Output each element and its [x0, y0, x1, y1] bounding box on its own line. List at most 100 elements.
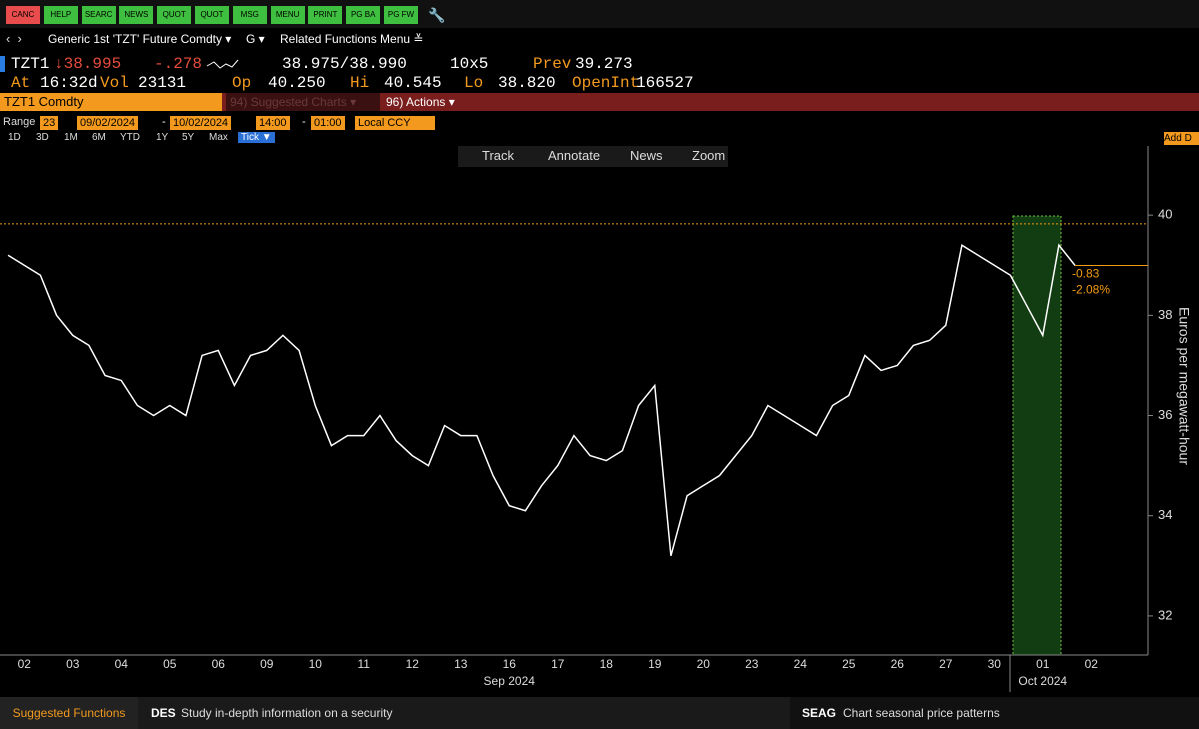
size: 10x5 — [450, 55, 489, 73]
y-tick-label: 40 — [1158, 207, 1172, 222]
y-tick-label: 32 — [1158, 607, 1172, 622]
x-tick-label: 10 — [309, 657, 323, 671]
time: 16:32d — [40, 74, 98, 92]
chart-tool[interactable]: News — [630, 148, 663, 163]
x-tick-label: 12 — [406, 657, 420, 671]
oi-label: OpenInt — [572, 74, 640, 92]
vol: 23131 — [138, 74, 187, 92]
suggested-charts[interactable]: 94) Suggested Charts ▾ — [226, 93, 380, 111]
op-label: Op — [232, 74, 252, 92]
toolbar-button[interactable]: MENU — [270, 6, 305, 24]
prev: 39.273 — [575, 55, 633, 73]
month-label: Sep 2024 — [484, 674, 536, 688]
add-button[interactable]: Add D — [1164, 132, 1199, 145]
toolbar-button[interactable]: MSG — [232, 6, 267, 24]
g-menu[interactable]: G ▾ — [246, 32, 265, 46]
lo: 38.820 — [498, 74, 556, 92]
toolbar-button[interactable]: CANC — [6, 6, 40, 24]
x-tick-label: 17 — [551, 657, 565, 671]
x-tick-label: 16 — [503, 657, 517, 671]
x-tick-label: 27 — [939, 657, 953, 671]
x-tick-label: 18 — [600, 657, 614, 671]
related-menu[interactable]: Related Functions Menu ≚ — [280, 32, 424, 46]
currency[interactable]: Local CCY — [355, 116, 435, 130]
toolbar-button[interactable]: HELP — [43, 6, 78, 24]
y-axis-title: Euros per megawatt-hour — [1176, 307, 1192, 465]
time-dash: - — [302, 116, 306, 128]
chart-tool[interactable]: Track — [482, 148, 515, 163]
toolbar-button[interactable]: PRINT — [308, 6, 343, 24]
x-tick-label: 19 — [648, 657, 662, 671]
prev-label: Prev — [533, 55, 572, 73]
actions[interactable]: 96) Actions ▾ — [386, 95, 455, 109]
last-price: ↓38.995 — [54, 55, 122, 73]
highlight-region — [1012, 215, 1062, 656]
footer-right — [790, 697, 1199, 729]
x-tick-label: 11 — [358, 657, 371, 671]
toolbar-button[interactable]: QUOT — [157, 6, 192, 24]
vol-label: Vol — [100, 74, 129, 92]
x-tick-label: 05 — [163, 657, 177, 671]
chart-tool[interactable]: Zoom — [692, 148, 726, 163]
op: 40.250 — [268, 74, 326, 92]
toolbar-button[interactable]: PG BA — [346, 6, 381, 24]
range-start[interactable]: 09/02/2024 — [77, 116, 139, 130]
period-button[interactable]: Max — [209, 132, 228, 143]
bid-ask: 38.975/38.990 — [282, 55, 407, 73]
function-text[interactable]: Chart seasonal price patterns — [843, 706, 1000, 720]
range-end[interactable]: 10/02/2024 — [170, 116, 232, 130]
x-tick-label: 23 — [745, 657, 759, 671]
security-menu[interactable]: Generic 1st 'TZT' Future Comdty ▾ — [48, 32, 232, 46]
marker — [0, 56, 5, 72]
back-forward[interactable]: ‹ › — [6, 31, 22, 46]
function-code[interactable]: SEAG — [802, 706, 837, 720]
period-button[interactable]: 1Y — [156, 132, 169, 143]
oi: 166527 — [636, 74, 694, 92]
change-annotation: -2.08% — [1072, 283, 1110, 297]
x-tick-label: 03 — [66, 657, 80, 671]
wrench-icon[interactable]: 🔧 — [428, 7, 446, 23]
hi: 40.545 — [384, 74, 442, 92]
x-tick-label: 13 — [454, 657, 468, 671]
toolbar-button[interactable]: PG FW — [384, 6, 418, 24]
x-tick-label: 26 — [891, 657, 905, 671]
time-start[interactable]: 14:00 — [256, 116, 290, 130]
period-button[interactable]: 1M — [64, 132, 78, 143]
hi-label: Hi — [350, 74, 370, 92]
time-end[interactable]: 01:00 — [311, 116, 345, 130]
toolbar-button[interactable]: NEWS — [119, 6, 154, 24]
y-tick-label: 36 — [1158, 407, 1172, 422]
y-tick-label: 34 — [1158, 507, 1172, 522]
at-label: At — [11, 74, 31, 92]
x-tick-label: 20 — [697, 657, 711, 671]
range-label: Range — [3, 116, 36, 128]
price-line — [7, 243, 1076, 556]
chart: Euros per megawatt-hour 32 34 36 38 40 02 03 04… — [0, 146, 1192, 692]
change-annotation: -0.83 — [1072, 267, 1100, 281]
security-field[interactable]: TZT1 Comdty — [0, 93, 222, 111]
month-label: Oct 2024 — [1018, 674, 1067, 688]
function-code[interactable]: DES — [151, 706, 176, 720]
suggested-functions[interactable]: Suggested Functions — [0, 697, 138, 729]
chart-tool[interactable]: Annotate — [548, 148, 601, 163]
function-text[interactable]: Study in-depth information on a security — [181, 706, 393, 720]
x-tick-label: 09 — [260, 657, 274, 671]
period-button[interactable]: 3D — [36, 132, 49, 143]
toolbar-button[interactable]: SEARC — [81, 6, 116, 24]
ticker: TZT1 — [11, 55, 50, 73]
x-tick-label: 02 — [1085, 657, 1099, 671]
x-tick-label: 06 — [212, 657, 226, 671]
period-button[interactable]: 1D — [8, 132, 21, 143]
period-button[interactable]: 5Y — [182, 132, 195, 143]
chart-toolbar — [458, 146, 728, 167]
x-tick-label: 01 — [1036, 657, 1050, 671]
period-button[interactable]: 6M — [92, 132, 106, 143]
toolbar-button[interactable]: QUOT — [195, 6, 229, 24]
period-button[interactable]: YTD — [120, 132, 140, 143]
period-button[interactable]: Tick ▼ — [238, 132, 275, 143]
x-tick-label: 25 — [842, 657, 856, 671]
x-tick-label: 04 — [115, 657, 129, 671]
range-count[interactable]: 23 — [40, 116, 59, 130]
change: -.278 — [154, 55, 203, 73]
